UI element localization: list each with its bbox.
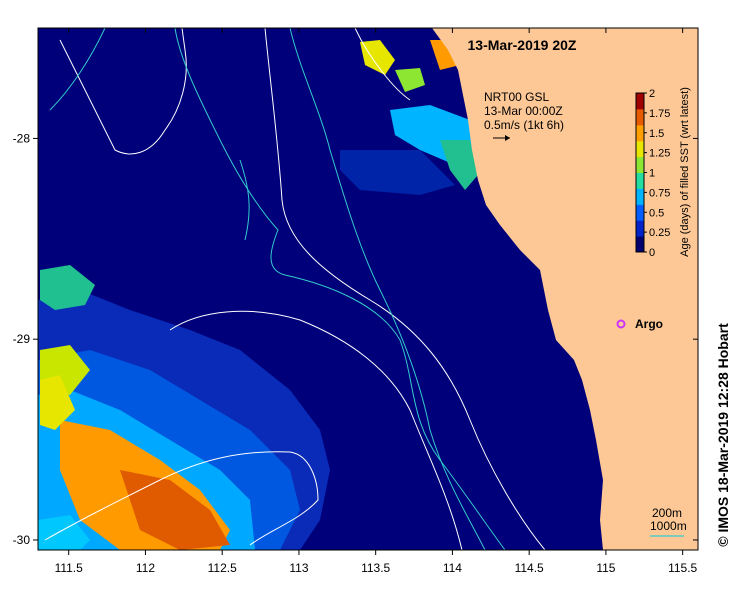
x-tick-label: 111.5 bbox=[55, 561, 84, 575]
x-tick-label: 112 bbox=[136, 561, 155, 575]
depth-legend-200m: 200m bbox=[652, 506, 682, 520]
depth-legend-1000m: 1000m bbox=[650, 519, 687, 533]
colorbar-swatch bbox=[636, 124, 644, 142]
y-axis: -28 -29 -30 bbox=[13, 131, 698, 547]
colorbar-tick-label: 1.75 bbox=[649, 108, 670, 120]
colorbar-tick-label: 0.5 bbox=[649, 207, 664, 219]
current-arrow bbox=[493, 135, 510, 141]
x-tick-label: 114.5 bbox=[515, 561, 544, 575]
colorbar: 2 1.75 1.5 1.25 1 0.75 0.5 0.25 0 bbox=[635, 88, 670, 259]
colorbar-tick-label: 2 bbox=[649, 88, 655, 100]
contour-1000m bbox=[49, 28, 506, 550]
map-title: 13-Mar-2019 20Z bbox=[468, 37, 577, 53]
colorbar-swatch bbox=[636, 204, 644, 221]
colorbar-tick-label: 1 bbox=[649, 168, 655, 180]
x-tick-label: 113.5 bbox=[361, 561, 390, 575]
contour-200m bbox=[44, 28, 546, 550]
colorbar-swatch bbox=[636, 140, 644, 158]
colorbar-tick-label: 0 bbox=[649, 247, 655, 259]
x-axis: 111.5 112 112.5 113 113.5 114 114.5 115 115.5 bbox=[55, 28, 698, 575]
current-key-line2: 13-Mar 00:00Z bbox=[484, 104, 563, 118]
x-tick-label: 112.5 bbox=[208, 561, 237, 575]
colorbar-swatch bbox=[636, 108, 644, 126]
x-tick-label: 115.5 bbox=[668, 561, 697, 575]
x-tick-label: 114 bbox=[443, 561, 462, 575]
y-tick-label: -29 bbox=[13, 332, 31, 346]
credit-label: © IMOS 18-Mar-2019 12:28 Hobart bbox=[715, 323, 731, 547]
colorbar-tick-label: 0.75 bbox=[649, 187, 670, 199]
colorbar-tick-label: 1.25 bbox=[649, 148, 670, 160]
current-key-line3: 0.5m/s (1kt 6h) bbox=[484, 118, 564, 132]
colorbar-swatch bbox=[636, 93, 644, 110]
colorbar-swatch bbox=[636, 172, 644, 189]
plot-frame bbox=[37, 27, 699, 551]
land-area bbox=[432, 28, 698, 550]
colorbar-swatch bbox=[636, 156, 644, 173]
colorbar-swatch bbox=[636, 236, 644, 253]
x-tick-label: 113 bbox=[289, 561, 308, 575]
y-tick-label: -28 bbox=[13, 131, 31, 145]
colorbar-tick-label: 0.25 bbox=[649, 227, 670, 239]
colorbar-swatch bbox=[636, 220, 644, 237]
y-tick-label: -30 bbox=[13, 533, 31, 547]
colorbar-tick-label: 1.5 bbox=[649, 128, 664, 140]
current-key: NRT00 GSL 13-Mar 00:00Z 0.5m/s (1kt 6h) bbox=[484, 90, 564, 132]
argo-label: Argo bbox=[635, 317, 663, 331]
x-tick-label: 115 bbox=[596, 561, 615, 575]
colorbar-label: Age (days) of filled SST (wrt latest) bbox=[679, 87, 691, 257]
colorbar-swatch bbox=[636, 188, 644, 205]
argo-marker bbox=[616, 319, 626, 329]
current-key-line1: NRT00 GSL bbox=[484, 90, 549, 104]
